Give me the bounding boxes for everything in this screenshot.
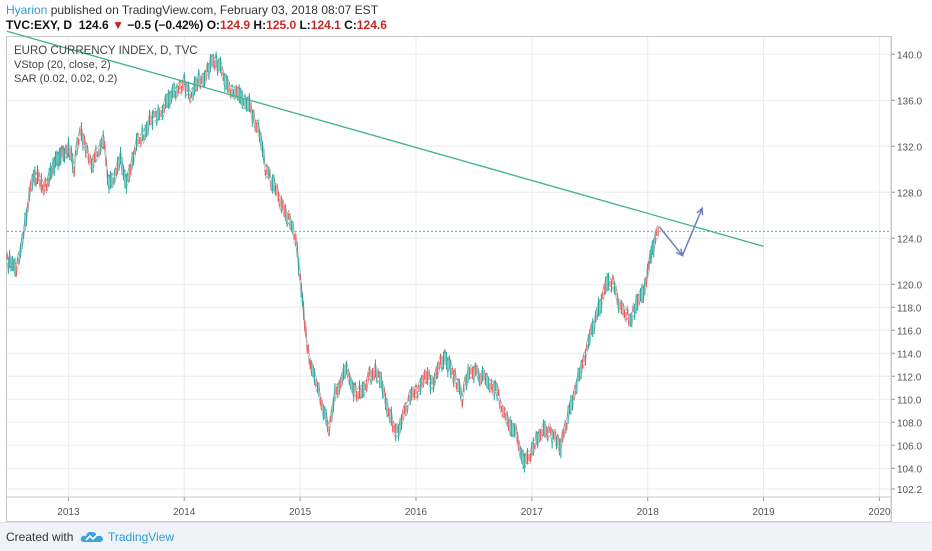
ohlc-line: TVC:EXY, D 124.6 ▼ −0.5 (−0.42%) O:124.9… [6, 18, 387, 32]
high-label: H: [253, 18, 267, 32]
vstop-line [6, 53, 659, 458]
trend-line [6, 30, 764, 247]
tradingview-brand-link[interactable]: TradingView [108, 530, 175, 544]
time-axis[interactable]: 2013 2014 2015 2016 2017 2018 2019 2020 [7, 496, 891, 518]
y-tick-label: 120.0 [897, 280, 922, 291]
projection-arrow [658, 226, 684, 256]
down-triangle-icon: ▼ [112, 18, 124, 32]
arrowhead [696, 206, 704, 216]
y-tick-label: 128.0 [897, 188, 922, 199]
published-text: published on TradingView.com, February 0… [50, 3, 379, 17]
open-label: O: [206, 18, 221, 32]
close-value: 124.6 [356, 18, 387, 32]
x-tick-label: 2017 [521, 507, 544, 518]
low-value: 124.1 [310, 18, 341, 32]
y-tick-label: 136.0 [897, 96, 922, 107]
x-tick-label: 2016 [405, 507, 428, 518]
y-tick-label: 116.0 [897, 326, 922, 337]
price-change: −0.5 (−0.42%) [127, 18, 204, 32]
y-tick-label: 118.0 [897, 303, 922, 314]
y-tick-label: 112.0 [897, 372, 922, 383]
last-price: 124.6 [78, 18, 109, 32]
symbol-label: TVC:EXY, D [6, 18, 73, 32]
y-tick-label: 110.0 [897, 395, 922, 406]
price-axis[interactable]: 140.0 136.0 132.0 128.0 124.0 120.0 118.0 116.0… [890, 37, 922, 519]
x-tick-label: 2020 [868, 507, 891, 518]
x-tick-label: 2018 [637, 507, 660, 518]
open-value: 124.9 [220, 18, 251, 32]
footer-bar: Created with TradingView [0, 522, 932, 551]
tradingview-cloud-icon[interactable] [80, 529, 104, 545]
chart-title: EURO CURRENCY INDEX, D, TVC [14, 45, 198, 57]
low-label: L: [299, 18, 311, 32]
created-with-label: Created with [6, 530, 74, 544]
y-tick-label: 114.0 [897, 349, 922, 360]
price-series [6, 51, 659, 473]
sar-indicator-label[interactable]: SAR (0.02, 0.02, 0.2) [14, 73, 118, 85]
price-chart[interactable]: 140.0 136.0 132.0 128.0 124.0 120.0 118.0 116.0… [0, 0, 932, 522]
vstop-indicator-label[interactable]: VStop (20, close, 2) [14, 59, 111, 71]
publish-info: Hyarion published on TradingView.com, Fe… [6, 3, 378, 17]
y-tick-label: 132.0 [897, 142, 922, 153]
y-tick-label: 140.0 [897, 50, 922, 61]
x-tick-label: 2014 [173, 507, 196, 518]
author-link[interactable]: Hyarion [6, 3, 48, 17]
grid [7, 37, 891, 497]
y-tick-label: 104.0 [897, 464, 922, 475]
y-tick-label: 106.0 [897, 441, 922, 452]
close-label: C: [344, 18, 357, 32]
sar-line [6, 65, 659, 470]
x-tick-label: 2013 [57, 507, 80, 518]
y-tick-label: 124.0 [897, 234, 922, 245]
drawings [6, 30, 891, 257]
y-tick-label: 108.0 [897, 418, 922, 429]
x-tick-label: 2015 [289, 507, 312, 518]
projection-arrow [681, 208, 703, 256]
chart-legend: EURO CURRENCY INDEX, D, TVC VStop (20, c… [14, 44, 198, 86]
high-value: 125.0 [266, 18, 297, 32]
x-tick-label: 2019 [752, 507, 775, 518]
y-tick-label: 102.2 [897, 485, 922, 496]
